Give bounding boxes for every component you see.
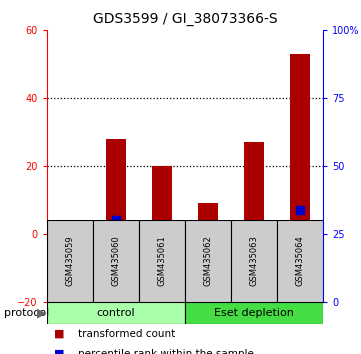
- Bar: [290, 54, 310, 234]
- Text: GSM435063: GSM435063: [249, 235, 258, 286]
- Bar: [139, 220, 185, 302]
- Text: Eset depletion: Eset depletion: [214, 308, 294, 318]
- Text: GSM435062: GSM435062: [204, 236, 213, 286]
- Bar: [106, 139, 126, 234]
- Text: ■: ■: [54, 349, 65, 354]
- Point: [297, 207, 303, 212]
- Bar: [277, 220, 323, 302]
- Title: GDS3599 / GI_38073366-S: GDS3599 / GI_38073366-S: [93, 12, 277, 26]
- Bar: [198, 204, 218, 234]
- Text: ■: ■: [54, 329, 65, 338]
- Bar: [152, 166, 172, 234]
- Text: percentile rank within the sample: percentile rank within the sample: [78, 349, 253, 354]
- Bar: [231, 220, 277, 302]
- Point: [67, 272, 73, 278]
- Text: GSM435064: GSM435064: [296, 236, 304, 286]
- Bar: [47, 302, 185, 324]
- Text: protocol: protocol: [4, 308, 49, 318]
- Bar: [185, 220, 231, 302]
- Point: [205, 253, 211, 258]
- Bar: [93, 220, 139, 302]
- Text: ▶: ▶: [37, 307, 46, 320]
- Bar: [47, 220, 93, 302]
- Point: [159, 231, 165, 237]
- Point: [113, 218, 119, 223]
- Bar: [60, 234, 81, 244]
- Text: GSM435060: GSM435060: [112, 236, 121, 286]
- Bar: [185, 302, 323, 324]
- Bar: [244, 142, 264, 234]
- Point: [251, 223, 257, 229]
- Text: control: control: [97, 308, 135, 318]
- Text: transformed count: transformed count: [78, 329, 175, 338]
- Text: GSM435061: GSM435061: [157, 236, 166, 286]
- Text: GSM435059: GSM435059: [65, 236, 74, 286]
